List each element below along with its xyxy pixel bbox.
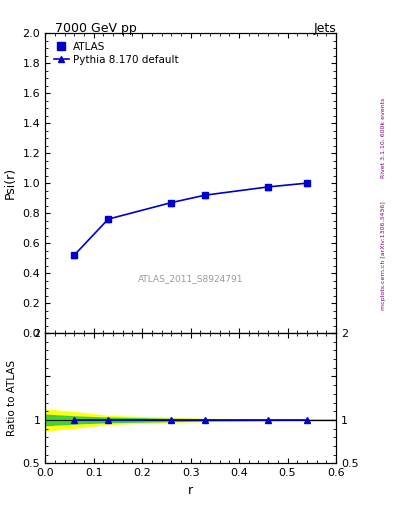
Text: Rivet 3.1.10, 600k events: Rivet 3.1.10, 600k events xyxy=(381,98,386,178)
Text: Jets: Jets xyxy=(313,22,336,35)
Y-axis label: Ratio to ATLAS: Ratio to ATLAS xyxy=(7,360,17,436)
Text: 7000 GeV pp: 7000 GeV pp xyxy=(55,22,137,35)
Text: mcplots.cern.ch [arXiv:1306.3436]: mcplots.cern.ch [arXiv:1306.3436] xyxy=(381,202,386,310)
Legend: ATLAS, Pythia 8.170 default: ATLAS, Pythia 8.170 default xyxy=(50,38,182,68)
Y-axis label: Psi(r): Psi(r) xyxy=(4,167,17,199)
X-axis label: r: r xyxy=(188,484,193,497)
Text: ATLAS_2011_S8924791: ATLAS_2011_S8924791 xyxy=(138,274,243,284)
